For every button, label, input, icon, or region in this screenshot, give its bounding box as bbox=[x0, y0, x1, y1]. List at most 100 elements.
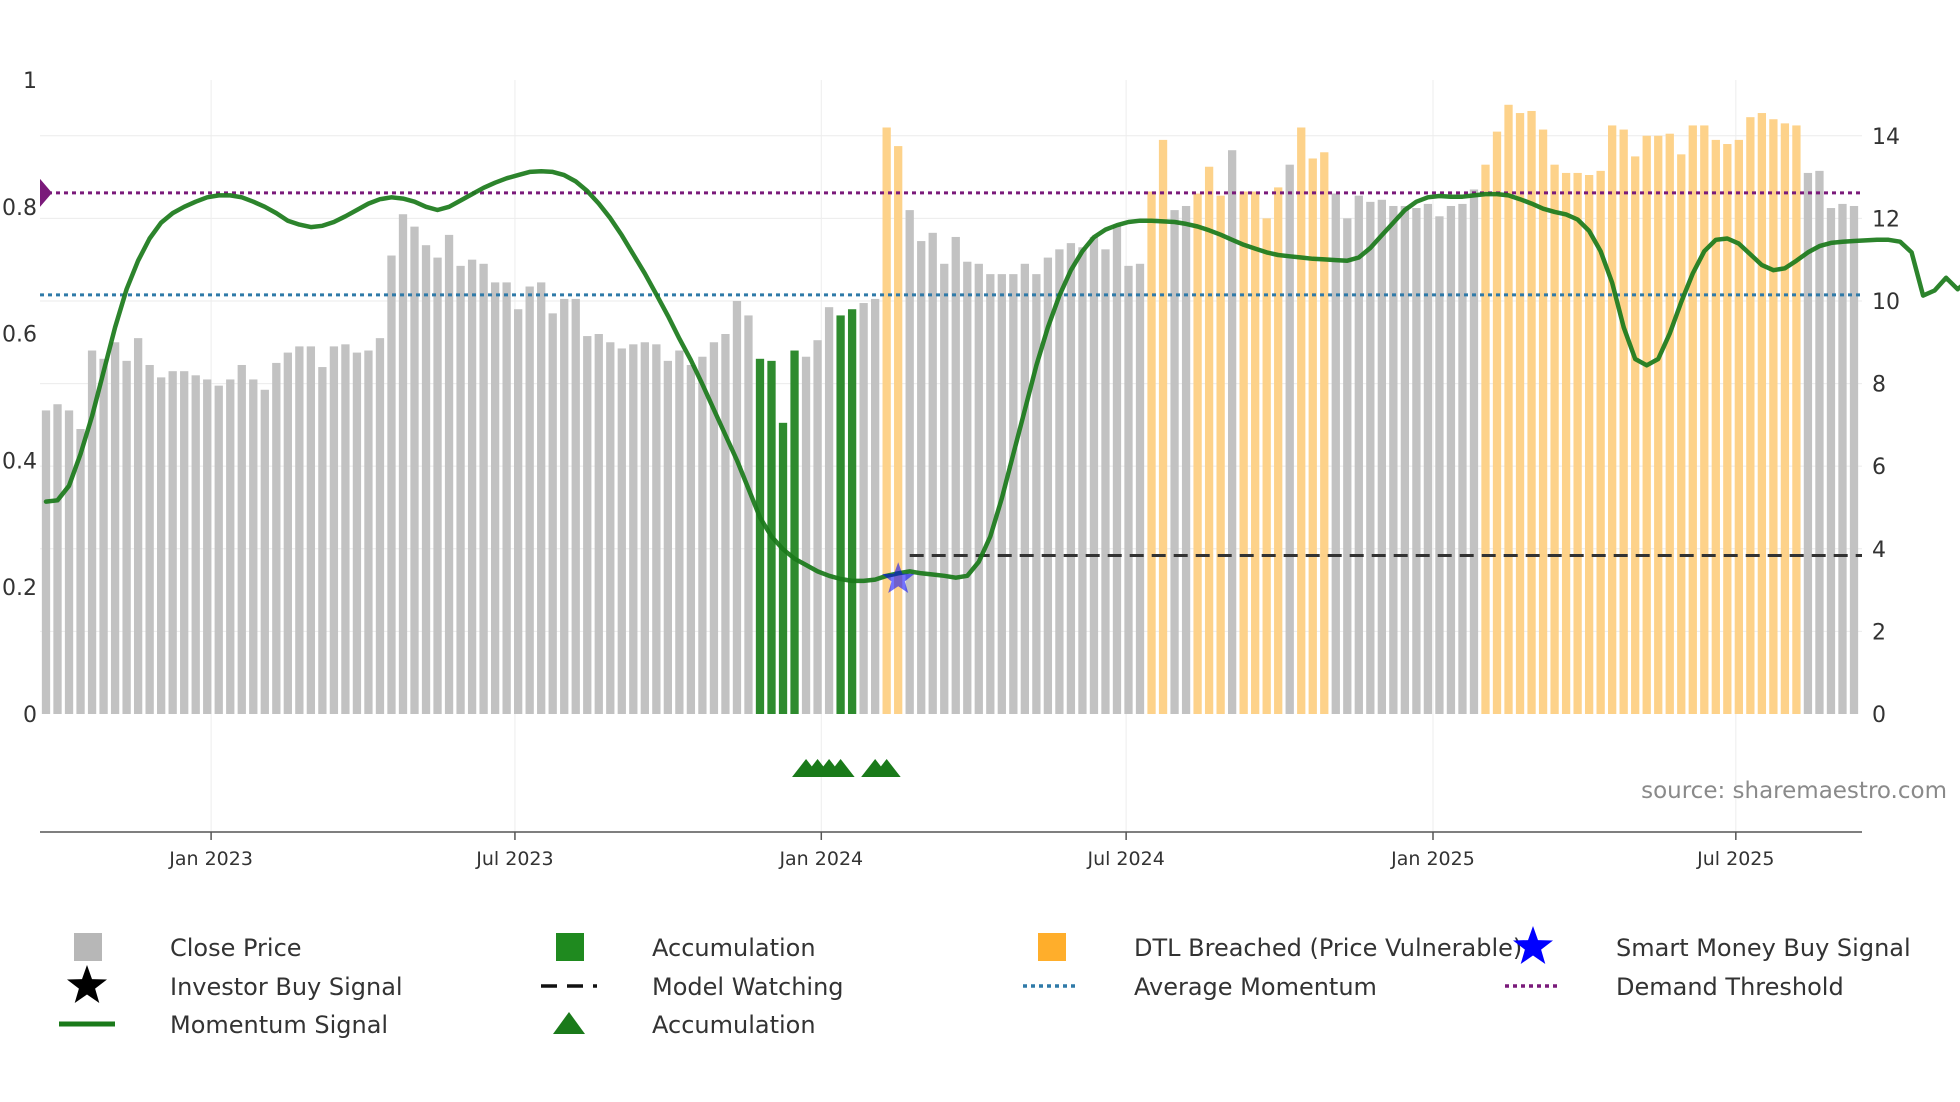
left-tick-label: 0.6 bbox=[2, 323, 37, 348]
close-price-bar bbox=[479, 263, 488, 714]
dtl-breached-bar bbox=[1665, 133, 1674, 714]
close-price-bar bbox=[341, 344, 350, 714]
close-price-bar bbox=[859, 303, 868, 714]
dtl-breached-bar bbox=[1158, 139, 1168, 714]
close-price-bar bbox=[1078, 247, 1087, 715]
close-price-bar bbox=[133, 338, 143, 714]
close-price-bar bbox=[364, 350, 373, 714]
dtl-breached-bar bbox=[1792, 125, 1801, 714]
close-price-bar bbox=[663, 360, 673, 714]
close-price-bar bbox=[1389, 205, 1398, 714]
dtl-breached-bar bbox=[1746, 117, 1755, 715]
close-price-bar bbox=[698, 356, 707, 714]
left-tick-label: 1 bbox=[23, 69, 37, 94]
accumulation-legend-swatch bbox=[556, 933, 584, 961]
x-tick-label: Jul 2024 bbox=[1086, 848, 1164, 870]
dtl-breached-bar bbox=[1274, 187, 1283, 714]
close-price-bar bbox=[1181, 205, 1191, 714]
close-price-bar bbox=[214, 385, 223, 714]
left-tick-label: 0 bbox=[23, 703, 37, 728]
close-price-bar bbox=[1020, 263, 1029, 714]
close-price-bar bbox=[801, 356, 811, 714]
close-price-bar bbox=[1331, 193, 1340, 714]
momentum-signal-line bbox=[43, 169, 1960, 584]
dtl-breached-bar bbox=[1780, 123, 1790, 714]
dtl-breached-bar bbox=[1239, 191, 1248, 714]
dtl-breached-bar bbox=[1608, 125, 1617, 714]
accumulation-bar bbox=[836, 315, 845, 714]
close-price-bar bbox=[122, 360, 131, 714]
close-price-bar bbox=[871, 298, 880, 714]
close-price-bar bbox=[1377, 199, 1386, 714]
close-price-bar bbox=[1009, 274, 1018, 714]
close-legend-swatch bbox=[74, 933, 102, 961]
close-price-bar bbox=[974, 263, 983, 714]
accumulation-triangle bbox=[826, 759, 855, 777]
right-tick-label: 2 bbox=[1872, 620, 1886, 645]
x-tick-label: Jan 2024 bbox=[778, 848, 863, 870]
close-price-bar bbox=[928, 232, 937, 714]
close-price-bar bbox=[456, 265, 465, 714]
close-price-bar bbox=[387, 255, 396, 714]
dtl-breached-bar bbox=[1700, 125, 1709, 714]
x-tick-label: Jan 2025 bbox=[1390, 848, 1475, 870]
close-price-bar bbox=[398, 214, 408, 714]
close-price-bar bbox=[260, 389, 269, 714]
dtl-breached-bar bbox=[1538, 129, 1548, 714]
close-price-bar bbox=[732, 300, 742, 714]
close-price-bar bbox=[1458, 203, 1467, 714]
legend-label-watch: Model Watching bbox=[652, 973, 844, 1001]
close-price-bar bbox=[1101, 249, 1110, 714]
dtl-breached-bar bbox=[1677, 154, 1686, 714]
dtl-breached-bar bbox=[1654, 135, 1663, 714]
close-price-bar bbox=[686, 364, 696, 714]
dtl-breached-bar bbox=[1596, 170, 1605, 714]
x-tick-label: Jul 2023 bbox=[475, 848, 553, 870]
dtl-breached-bar bbox=[1308, 158, 1317, 714]
dtl-breached-bar bbox=[1757, 113, 1767, 714]
legend-label-smart: Smart Money Buy Signal bbox=[1616, 934, 1911, 962]
close-price-bar bbox=[1055, 249, 1064, 714]
close-price-bar bbox=[1803, 172, 1813, 715]
dtl-breached-bar bbox=[1573, 172, 1582, 715]
momentum-series bbox=[43, 169, 1960, 584]
left-tick-label: 0.2 bbox=[2, 576, 37, 601]
close-price-bar bbox=[1343, 218, 1352, 715]
dtl-breached-bar bbox=[1216, 195, 1225, 715]
dtl-breached-bar bbox=[1584, 174, 1594, 714]
close-price-bar bbox=[433, 257, 442, 714]
accumulation-bar bbox=[790, 350, 799, 714]
source-label: source: sharemaestro.com bbox=[1641, 778, 1947, 804]
legend: Close Price Accumulation DTL Breached (Pri… bbox=[59, 926, 1911, 1039]
dtl-breached-bar bbox=[1481, 164, 1490, 714]
close-price-bar bbox=[1124, 265, 1133, 714]
dtl-breached-bar bbox=[1723, 144, 1732, 715]
axis-ticks: 0 2 4 6 8 10 12 14 0 0.2 0.4 0.6 0.8 1 Jan 2023 Jul 202… bbox=[2, 69, 1900, 870]
close-price-bar bbox=[1400, 205, 1410, 714]
close-price-bar bbox=[721, 334, 730, 714]
close-price-bar bbox=[1032, 274, 1041, 714]
close-price-bar bbox=[571, 298, 580, 714]
accumulation-bar bbox=[778, 422, 788, 714]
right-tick-label: 8 bbox=[1872, 373, 1886, 398]
close-price-bar bbox=[951, 236, 960, 714]
close-price-bar bbox=[53, 404, 62, 714]
dtl-breached-bar bbox=[882, 127, 891, 715]
close-price-bar bbox=[41, 410, 51, 714]
legend-label-average: Average Momentum bbox=[1134, 973, 1377, 1001]
close-price-bar bbox=[917, 241, 926, 715]
close-price-bar bbox=[226, 379, 235, 714]
close-price-bar bbox=[467, 259, 477, 714]
close-price-bar bbox=[824, 307, 834, 714]
close-price-bar bbox=[1423, 203, 1433, 714]
right-tick-label: 4 bbox=[1872, 538, 1886, 563]
demand-threshold-marker bbox=[40, 178, 52, 207]
accumulation-triangle-legend bbox=[553, 1012, 585, 1034]
close-price-bar bbox=[1849, 205, 1859, 714]
dtl-breached-bar bbox=[1492, 131, 1502, 714]
dtl-breached-bar bbox=[1320, 152, 1329, 714]
dtl-breached-bar bbox=[894, 146, 903, 714]
close-price-bar bbox=[99, 358, 108, 714]
left-tick-label: 0.8 bbox=[2, 196, 37, 221]
right-tick-label: 14 bbox=[1872, 125, 1900, 150]
